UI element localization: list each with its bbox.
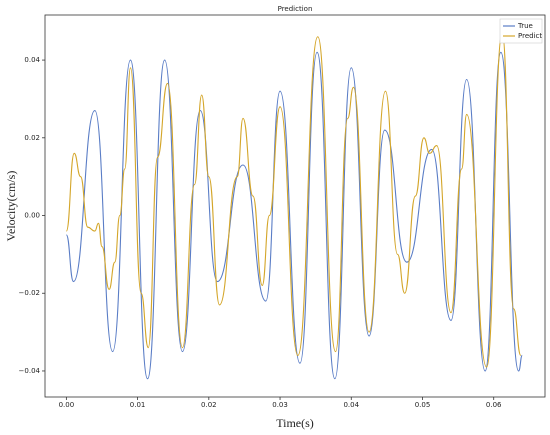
plot-frame xyxy=(44,14,546,398)
x-axis-label: Time(s) xyxy=(276,416,314,430)
x-tick-label: 0.06 xyxy=(486,401,502,409)
y-tick-label: −0.04 xyxy=(19,367,41,375)
y-tick-label: 0.02 xyxy=(24,134,40,142)
x-tick-label: 0.02 xyxy=(201,401,217,409)
series-line xyxy=(65,51,523,380)
x-tick-label: 0.05 xyxy=(415,401,431,409)
chart-title: Prediction xyxy=(278,5,313,13)
x-tick-label: 0.01 xyxy=(130,401,146,409)
y-tick-label: 0.04 xyxy=(24,56,40,64)
series-line xyxy=(65,32,522,368)
x-tick-label: 0.03 xyxy=(272,401,288,409)
legend-label: Predict xyxy=(518,32,542,40)
y-tick-label: −0.02 xyxy=(19,289,40,297)
y-tick-label: 0.00 xyxy=(24,212,40,220)
x-tick-label: 0.00 xyxy=(59,401,75,409)
x-tick-label: 0.04 xyxy=(343,401,359,409)
legend-label: True xyxy=(517,22,533,30)
legend-box xyxy=(499,18,543,44)
y-axis-label: Velocity(cm/s) xyxy=(4,171,18,242)
